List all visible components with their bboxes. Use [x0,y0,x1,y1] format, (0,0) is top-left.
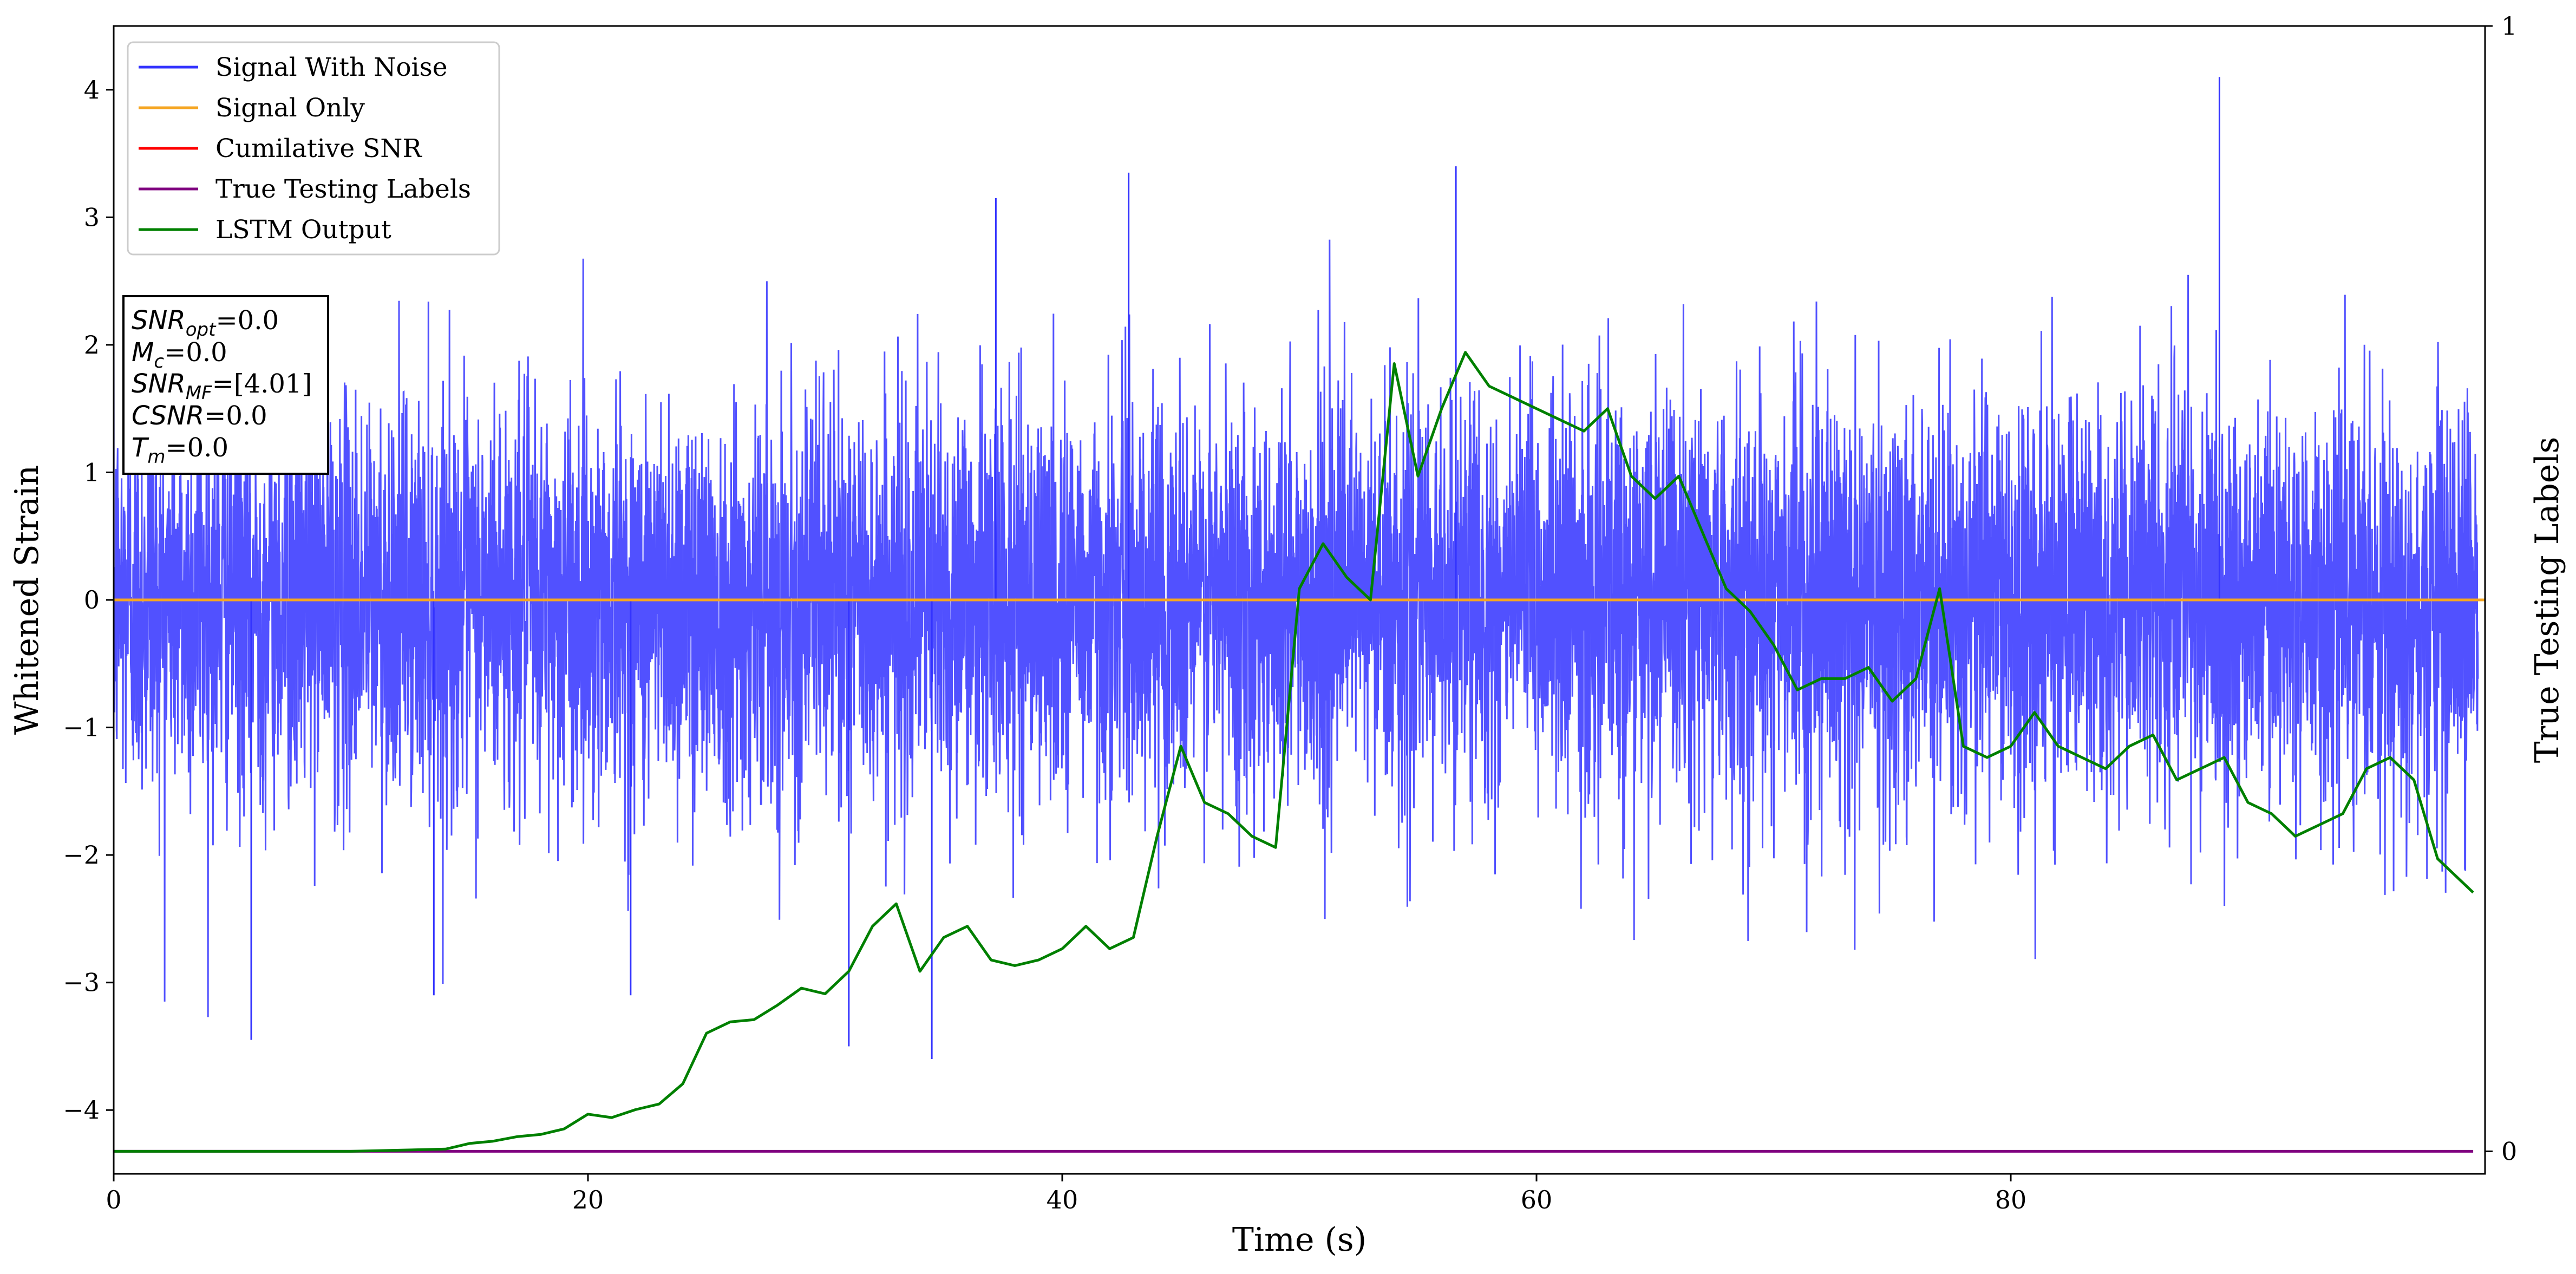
legend-frame [127,41,500,256]
plot-area [114,77,2485,1153]
legend-label: Cumilative SNR [215,134,422,164]
y-tick-label: 4 [84,75,100,104]
x-tick-label: 60 [1521,1185,1553,1214]
param-csnr: CSNR=0.0 [132,401,267,431]
x-tick-label: 0 [106,1185,121,1214]
x-axis-label: Time (s) [1232,1221,1367,1259]
legend-label: Signal Only [215,93,365,123]
y-tick-label: −3 [63,968,100,997]
legend-label: True Testing Labels [215,174,471,204]
y-tick-label: −2 [63,840,100,870]
y-tick-label: 1 [84,458,100,487]
y-tick-label: 0 [84,585,100,615]
x-tick-label: 80 [1995,1185,2027,1214]
param-tm: Tm=0.0 [132,433,228,468]
param-snr-mf: SNRMF=[4.01] [132,369,312,404]
y-axis-right: 01 [2485,11,2517,1166]
series-signal-with-noise [114,239,2479,1017]
y-axis-left: −4 −3 −2 −1 0 1 2 3 4 [63,75,114,1125]
param-mc: Mc=0.0 [132,337,227,373]
x-tick-label: 20 [572,1185,604,1214]
y-tick-label: −1 [63,713,100,742]
legend-label: LSTM Output [215,215,391,245]
x-tick-label: 40 [1047,1185,1078,1214]
y-axis-right-label: True Testing Labels [2528,437,2566,763]
y-tick-label: 2 [84,330,100,360]
y-right-tick-label: 0 [2501,1136,2517,1166]
series-lstm-output [114,351,2474,1153]
parameter-box: SNRopt=0.0 Mc=0.0 SNRMF=[4.01] CSNR=0.0 … [122,295,329,475]
param-snr-opt: SNRopt=0.0 [132,305,279,341]
y-tick-label: 3 [84,202,100,232]
y-right-tick-label: 1 [2501,11,2517,41]
x-axis: 0 20 40 60 80 [106,1174,2026,1214]
parameter-box-frame [122,295,329,475]
legend-label: Signal With Noise [215,53,448,82]
y-axis-label: Whitened Strain [8,465,46,735]
legend: Signal With Noise Signal Only Cumilative S… [127,41,500,256]
y-tick-label: −4 [63,1095,100,1125]
